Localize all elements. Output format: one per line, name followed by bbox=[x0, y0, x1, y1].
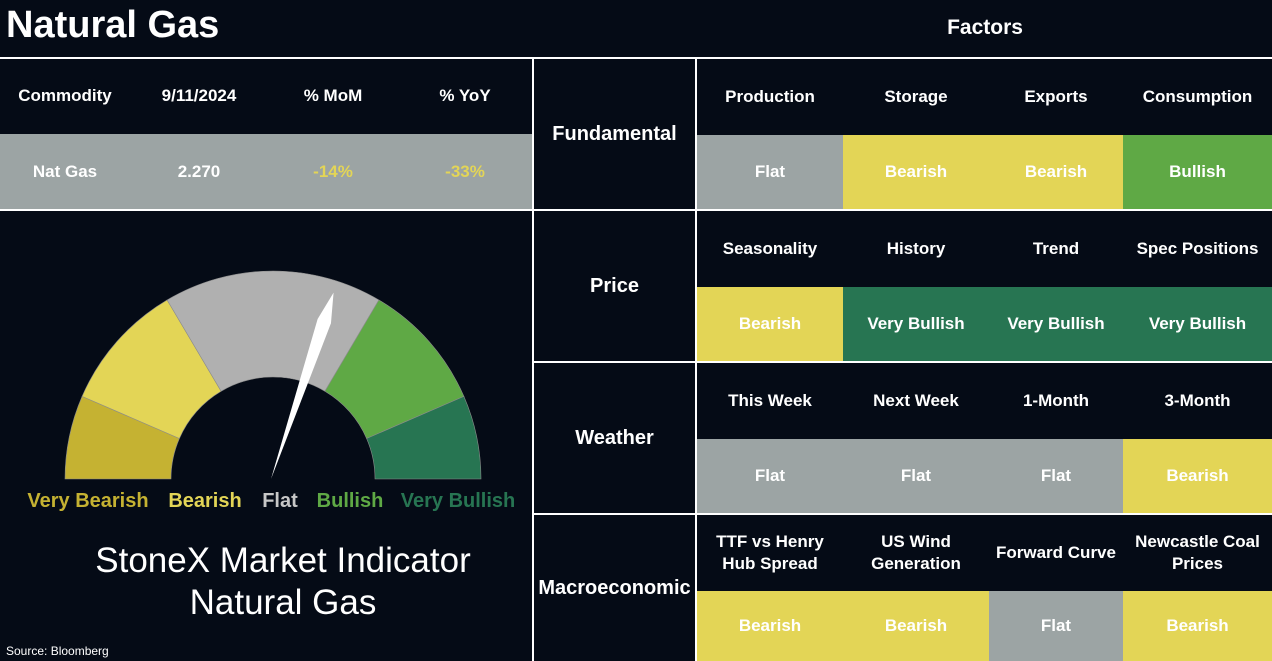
factor-value: Bearish bbox=[697, 591, 843, 661]
commodity-price: 2.270 bbox=[177, 161, 221, 181]
date-header: 9/11/2024 bbox=[161, 86, 237, 106]
category-macroeconomic: Macroeconomic bbox=[538, 576, 691, 599]
factor-header: 1-Month bbox=[1022, 390, 1090, 410]
gauge-label-flat: Flat bbox=[262, 489, 298, 512]
factor-header: 3-Month bbox=[1164, 390, 1231, 410]
factor-value: Bearish bbox=[697, 287, 843, 361]
factor-header: Trend bbox=[1032, 238, 1080, 258]
gauge-label-bullish: Bullish bbox=[316, 489, 384, 512]
commodity-table: Commodity 9/11/2024 % MoM % YoY Nat Gas … bbox=[0, 59, 532, 209]
factor-value: Bearish bbox=[989, 135, 1123, 209]
row-divider-2 bbox=[534, 361, 1272, 363]
category-weather: Weather bbox=[575, 426, 654, 449]
factor-value: Bullish bbox=[1123, 135, 1272, 209]
factor-header: Storage bbox=[884, 86, 948, 106]
factor-header: Consumption bbox=[1142, 86, 1253, 106]
factor-value: Very Bullish bbox=[1123, 287, 1272, 361]
commodity-header: Commodity bbox=[18, 86, 112, 106]
indicator-title-line2: Natural Gas bbox=[189, 583, 377, 622]
gauge-segment-very-bullish bbox=[366, 395, 482, 480]
commodity-mom: -14% bbox=[313, 161, 353, 181]
factor-value: Flat bbox=[989, 439, 1123, 513]
row-divider-3 bbox=[534, 513, 1272, 515]
mom-header: % MoM bbox=[303, 86, 363, 106]
gauge-label-very-bullish: Very Bullish bbox=[400, 489, 516, 512]
factor-header: Seasonality bbox=[722, 238, 818, 258]
factor-header: US Wind Generation bbox=[871, 532, 961, 573]
category-price: Price bbox=[590, 274, 639, 297]
category-divider bbox=[695, 57, 697, 661]
factor-header: Spec Positions bbox=[1136, 238, 1259, 258]
indicator-title-line1: StoneX Market Indicator bbox=[95, 541, 471, 580]
commodity-row: Nat Gas 2.270 -14% -33% bbox=[0, 134, 532, 209]
category-fundamental: Fundamental bbox=[552, 122, 677, 145]
factor-header: TTF vs Henry Hub Spread bbox=[716, 532, 824, 573]
left-panel-divider bbox=[532, 57, 534, 661]
commodity-yoy: -33% bbox=[445, 161, 485, 181]
source-note: Source: Bloomberg bbox=[6, 644, 109, 658]
row-divider-1 bbox=[0, 209, 1272, 211]
gauge-needle bbox=[271, 292, 334, 479]
factor-header: Newcastle Coal Prices bbox=[1135, 532, 1260, 573]
factor-value: Flat bbox=[843, 439, 989, 513]
factor-value: Bearish bbox=[1123, 591, 1272, 661]
header-divider bbox=[0, 57, 1272, 59]
factor-value: Flat bbox=[989, 591, 1123, 661]
factor-value: Very Bullish bbox=[843, 287, 989, 361]
factor-value: Very Bullish bbox=[989, 287, 1123, 361]
gauge-segment-flat bbox=[166, 270, 380, 392]
factors-title: Factors bbox=[947, 15, 1023, 39]
factor-header: History bbox=[886, 238, 946, 258]
indicator-title: StoneX Market Indicator Natural Gas bbox=[40, 540, 526, 624]
gauge-label-very-bearish: Very Bearish bbox=[27, 489, 149, 512]
page-title: Natural Gas bbox=[6, 4, 220, 46]
factor-header: Exports bbox=[1024, 86, 1088, 106]
factor-value: Flat bbox=[697, 135, 843, 209]
factor-value: Bearish bbox=[843, 591, 989, 661]
factor-value: Bearish bbox=[843, 135, 989, 209]
factor-header: Next Week bbox=[873, 390, 959, 410]
factor-value: Flat bbox=[697, 439, 843, 513]
factor-header: Forward Curve bbox=[996, 542, 1116, 562]
factor-value: Bearish bbox=[1123, 439, 1272, 513]
market-indicator-gauge bbox=[64, 270, 482, 480]
yoy-header: % YoY bbox=[439, 86, 491, 106]
gauge-label-bearish: Bearish bbox=[168, 489, 242, 512]
commodity-name: Nat Gas bbox=[32, 161, 98, 181]
factor-header: This Week bbox=[728, 390, 812, 410]
factor-header: Production bbox=[725, 86, 815, 106]
